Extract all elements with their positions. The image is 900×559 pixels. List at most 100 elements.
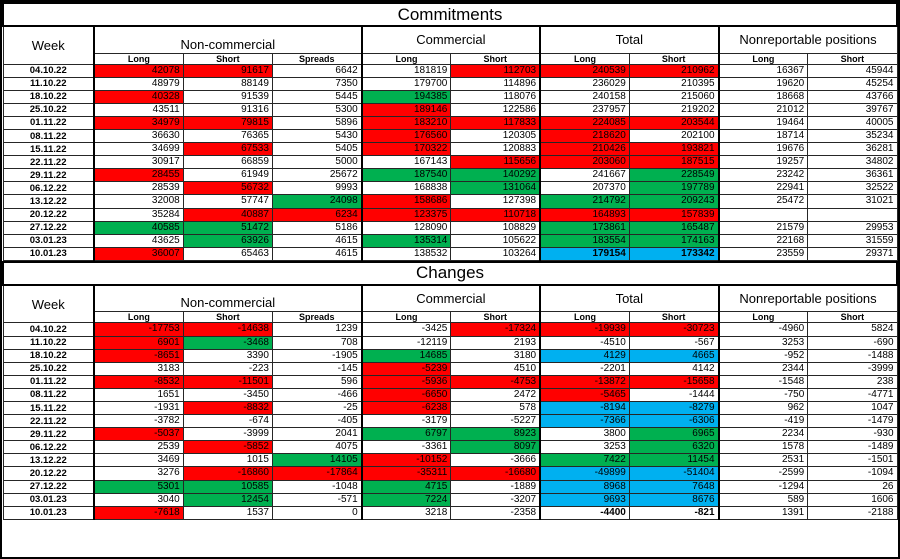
data-cell: -1488 bbox=[807, 348, 898, 363]
table-row: 10.01.23 36007 65463 4615 138532 103264 179154… bbox=[2, 246, 898, 261]
data-cell: 6901 bbox=[92, 335, 184, 350]
table-row: 04.10.22 -17753 -14638 1239 -3425 -17324 -1993… bbox=[2, 322, 898, 337]
table-row: 18.10.22 -8651 3390 -1905 14685 3180 4129 4665-… bbox=[2, 348, 898, 363]
data-cell: 179700 bbox=[360, 76, 452, 91]
data-cell: 197789 bbox=[628, 181, 720, 196]
table-row: 01.11.22 34979 79815 5896 183210 117833 224085… bbox=[2, 115, 898, 130]
data-cell: -10152 bbox=[360, 453, 452, 468]
table-row: 20.12.22 35284 40887 6234 123375 110718 164893… bbox=[2, 207, 898, 222]
table-row: 25.10.22 43511 91316 5300 189146 122586 237957… bbox=[2, 102, 898, 117]
week-cell: 13.12.22 bbox=[2, 453, 95, 468]
data-cell: 7648 bbox=[628, 479, 720, 494]
data-cell: -145 bbox=[271, 361, 363, 376]
data-cell: -5227 bbox=[450, 414, 541, 429]
data-cell: 1651 bbox=[92, 387, 184, 402]
subcolumn-header: Long bbox=[539, 52, 630, 65]
subcolumn-header: Short bbox=[807, 311, 898, 324]
data-cell: 1578 bbox=[717, 440, 809, 455]
data-cell: 596 bbox=[271, 374, 363, 389]
data-cell: 5000 bbox=[271, 155, 363, 170]
data-cell bbox=[807, 207, 898, 222]
data-cell: 127398 bbox=[450, 194, 541, 209]
data-cell: 36007 bbox=[92, 246, 184, 261]
table-row: 15.11.22 34699 67533 5405 170322 120883 210426… bbox=[2, 142, 898, 157]
data-cell: -15658 bbox=[628, 374, 720, 389]
data-cell: 112703 bbox=[450, 63, 541, 78]
data-cell: 12454 bbox=[182, 492, 273, 507]
data-cell: 4142 bbox=[628, 361, 720, 376]
data-cell: 43766 bbox=[807, 89, 898, 104]
data-cell: -2358 bbox=[450, 505, 541, 520]
data-cell: 3390 bbox=[182, 348, 273, 363]
data-cell: 57747 bbox=[182, 194, 273, 209]
week-cell: 10.01.23 bbox=[2, 246, 95, 261]
data-cell: 42078 bbox=[92, 63, 184, 78]
group-header-total: Total bbox=[539, 25, 720, 54]
data-cell: -223 bbox=[182, 361, 273, 376]
data-cell: 23242 bbox=[717, 168, 809, 183]
data-cell: 5186 bbox=[271, 220, 363, 235]
data-cell: 138532 bbox=[360, 246, 452, 261]
data-cell: 22168 bbox=[717, 233, 809, 248]
data-cell: 224085 bbox=[539, 115, 630, 130]
data-cell: 203060 bbox=[539, 155, 630, 170]
data-cell: -1094 bbox=[807, 466, 898, 481]
section-title: Commitments bbox=[2, 2, 898, 27]
subcolumn-header: Long bbox=[92, 311, 184, 324]
data-cell: 2041 bbox=[271, 427, 363, 442]
data-cell: 219202 bbox=[628, 102, 720, 117]
data-cell: -1501 bbox=[807, 453, 898, 468]
data-cell: -1444 bbox=[628, 387, 720, 402]
data-cell: 158686 bbox=[360, 194, 452, 209]
data-cell: 241667 bbox=[539, 168, 630, 183]
group-header-nonreportable-positions: Nonreportable positions bbox=[717, 25, 898, 54]
data-cell: -1294 bbox=[717, 479, 809, 494]
table-row: 06.12.22 28539 56732 9993 168838 131064 207370… bbox=[2, 181, 898, 196]
data-cell: 11454 bbox=[628, 453, 720, 468]
data-cell: 8968 bbox=[539, 479, 630, 494]
data-cell: 39767 bbox=[807, 102, 898, 117]
data-cell: 32008 bbox=[92, 194, 184, 209]
week-cell: 08.11.22 bbox=[2, 387, 95, 402]
data-cell: 5301 bbox=[92, 479, 184, 494]
changes-table: Changes Week Non-commercial Commercial Total… bbox=[2, 260, 898, 520]
week-cell: 29.11.22 bbox=[2, 168, 95, 183]
data-cell: 8097 bbox=[450, 440, 541, 455]
data-cell: -419 bbox=[717, 414, 809, 429]
data-cell: 19464 bbox=[717, 115, 809, 130]
data-cell: 23559 bbox=[717, 246, 809, 261]
data-cell: 202100 bbox=[628, 128, 720, 144]
data-cell: -8194 bbox=[539, 400, 630, 416]
data-cell: 110718 bbox=[450, 207, 541, 222]
data-cell: -3468 bbox=[182, 335, 273, 350]
data-cell: 25672 bbox=[271, 168, 363, 183]
data-cell: -8832 bbox=[182, 400, 273, 416]
table-row: 03.01.23 43625 63926 4615 135314 105622 183554… bbox=[2, 233, 898, 248]
table-row: 13.12.22 3469 1015 14105 -10152 -3666 7422 1145… bbox=[2, 453, 898, 468]
data-cell: 240158 bbox=[539, 89, 630, 104]
data-cell: 3253 bbox=[717, 335, 809, 350]
data-cell: -5239 bbox=[360, 361, 452, 376]
data-cell: -8279 bbox=[628, 400, 720, 416]
data-cell: -3999 bbox=[807, 361, 898, 376]
data-cell: 14105 bbox=[271, 453, 363, 468]
data-cell: -7366 bbox=[539, 414, 630, 429]
data-cell: 91316 bbox=[182, 102, 273, 117]
week-cell: 13.12.22 bbox=[2, 194, 95, 209]
group-header-non-commercial: Non-commercial bbox=[93, 284, 363, 313]
data-cell: -2188 bbox=[807, 505, 898, 520]
data-cell: 237957 bbox=[539, 102, 630, 117]
subcolumn-header: Short bbox=[182, 311, 273, 324]
data-cell: 6320 bbox=[628, 440, 720, 455]
data-cell: -3425 bbox=[360, 322, 452, 337]
data-cell: 40585 bbox=[92, 220, 184, 235]
table-row: 01.11.22 -8532 -11501 596 -5936 -4753 -13872 -1… bbox=[2, 374, 898, 389]
data-cell: 140292 bbox=[450, 168, 541, 183]
data-cell: -6238 bbox=[360, 400, 452, 416]
data-cell: 218620 bbox=[539, 128, 630, 144]
data-cell: 43511 bbox=[92, 102, 184, 117]
data-cell: 4615 bbox=[271, 246, 363, 261]
week-cell: 15.11.22 bbox=[2, 142, 95, 157]
data-cell: 25472 bbox=[717, 194, 809, 209]
week-cell: 18.10.22 bbox=[2, 89, 95, 104]
